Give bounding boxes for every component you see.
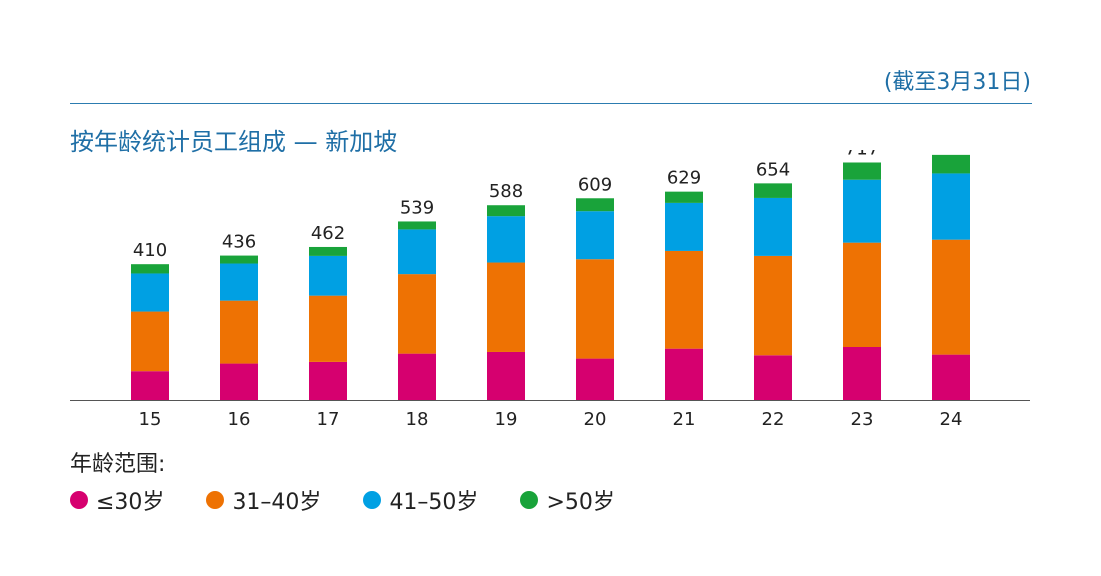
bar-segment (309, 295, 347, 362)
legend-label: >50岁 (546, 490, 615, 515)
bar-total-label: 629 (667, 168, 701, 189)
bar-segment (843, 162, 881, 180)
legend-item: 31–40岁 (206, 484, 321, 516)
header-divider (70, 103, 1032, 104)
bar-segment (932, 154, 970, 174)
chart-title: 按年龄统计员工组成 — 新加坡 (70, 128, 398, 156)
bar-segment (754, 197, 792, 256)
bar-segment (309, 246, 347, 256)
bar-segment (220, 263, 258, 301)
bar-total-label: 740 (934, 150, 968, 152)
bar-segment (665, 250, 703, 349)
legend-swatch (363, 491, 382, 509)
stacked-bar-chart: 410 15 436 16 462 17 539 18 588 19 609 20 629 21 654 22… (70, 150, 1030, 430)
bar-segment (843, 347, 881, 400)
x-tick-label: 16 (228, 409, 251, 430)
bar-total-label: 410 (133, 240, 167, 261)
bar-segment (932, 173, 970, 240)
bar-total-label: 654 (756, 159, 790, 180)
bar-segment (220, 363, 258, 400)
x-tick-label: 18 (406, 409, 429, 430)
date-note: (截至3月31日) (883, 70, 1031, 95)
legend-label: ≤30岁 (96, 490, 165, 515)
bar-segment (220, 300, 258, 364)
legend-label: 41–50岁 (389, 490, 479, 515)
bar-total-label: 717 (845, 150, 879, 159)
bar-total-label: 539 (400, 197, 434, 218)
bar-total-label: 588 (489, 181, 523, 202)
bar-total-label: 609 (578, 174, 612, 195)
bar-segment (843, 179, 881, 243)
bar-total-label: 462 (311, 223, 345, 244)
x-tick-label: 20 (584, 409, 607, 430)
bar-segment (487, 205, 525, 217)
bar-segment (754, 255, 792, 356)
bar-segment (131, 273, 169, 312)
bar-segment (131, 264, 169, 274)
bar-segment (309, 255, 347, 296)
bar-segment (932, 354, 970, 400)
bar-segment (487, 216, 525, 263)
bar-segment (754, 355, 792, 400)
bar-segment (487, 351, 525, 400)
bar-segment (665, 348, 703, 400)
legend-item: >50岁 (520, 484, 615, 516)
x-tick-label: 22 (762, 409, 785, 430)
legend-title: 年龄范围: (70, 452, 166, 477)
x-tick-label: 21 (673, 409, 696, 430)
legend-swatch (520, 491, 539, 509)
bar-segment (576, 198, 614, 212)
bar-segment (932, 239, 970, 355)
bar-segment (309, 361, 347, 400)
x-tick-label: 23 (851, 409, 874, 430)
bar-segment (576, 211, 614, 260)
bar-segment (131, 311, 169, 372)
legend-label: 31–40岁 (232, 490, 322, 515)
x-tick-label: 19 (495, 409, 518, 430)
bar-segment (665, 191, 703, 203)
legend-item: 41–50岁 (363, 484, 478, 516)
bar-segment (220, 255, 258, 264)
bar-segment (576, 358, 614, 400)
legend-swatch (206, 491, 225, 509)
bar-segment (754, 183, 792, 198)
bar-segment (398, 274, 436, 354)
bar-segment (843, 242, 881, 347)
bar-segment (487, 262, 525, 352)
bar-segment (398, 353, 436, 400)
bar-segment (665, 202, 703, 251)
legend-swatch (70, 491, 88, 509)
bar-total-label: 436 (222, 232, 256, 253)
legend: 年龄范围: ≤30岁 31–40岁 41–50岁 >50岁 (70, 446, 657, 516)
bar-segment (576, 259, 614, 359)
legend-items: ≤30岁 31–40岁 41–50岁 >50岁 (70, 484, 657, 516)
legend-item: ≤30岁 (70, 484, 164, 516)
x-tick-label: 17 (317, 409, 340, 430)
bar-segment (131, 371, 169, 400)
x-tick-label: 24 (940, 409, 963, 430)
bar-segment (398, 221, 436, 230)
bar-segment (398, 229, 436, 275)
x-tick-label: 15 (139, 409, 162, 430)
